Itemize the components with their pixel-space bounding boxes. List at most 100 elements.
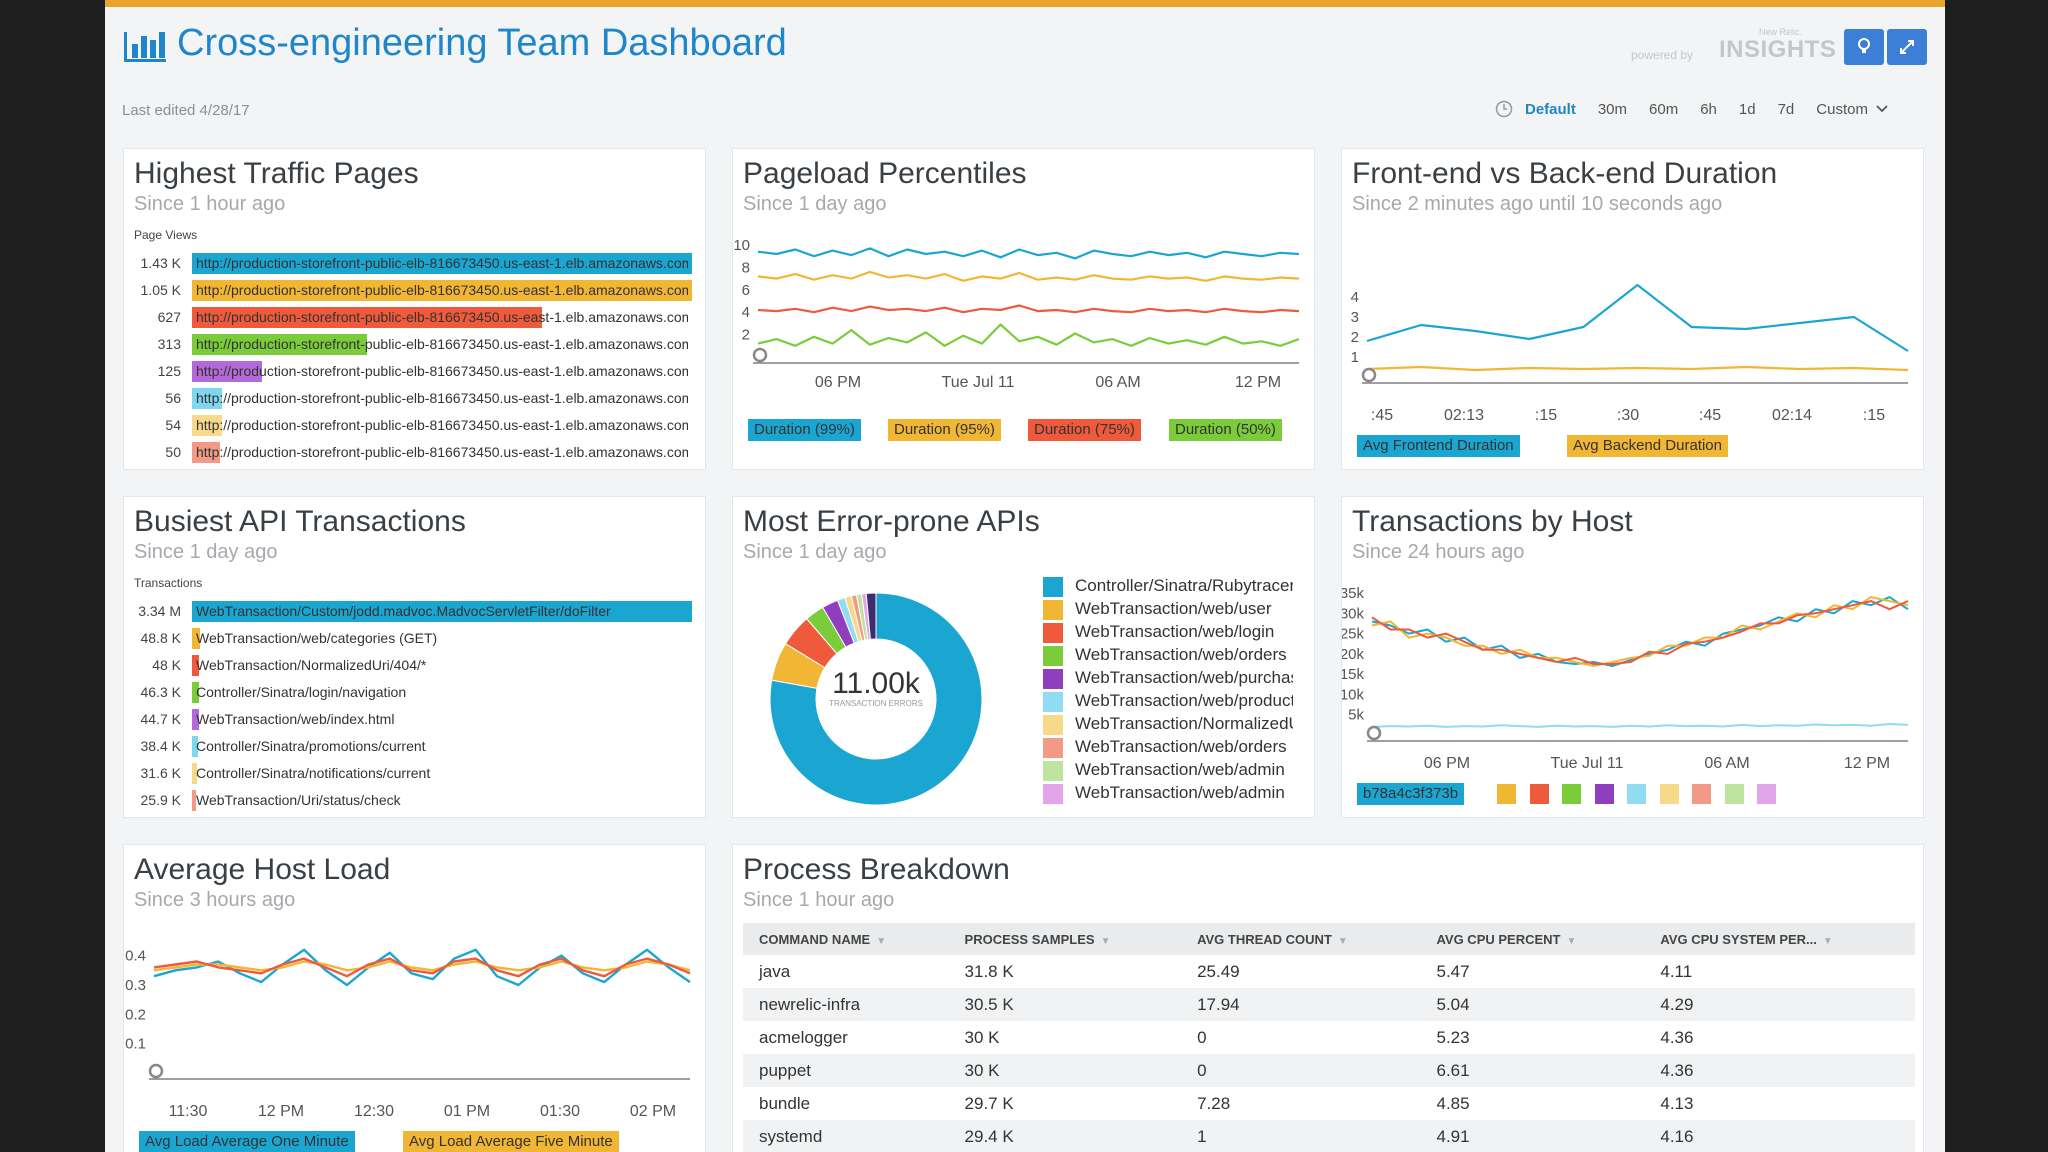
expand-icon [1900,40,1914,54]
column-header[interactable]: AVG THREAD COUNT ▼ [1181,923,1421,955]
top-accent-bar [105,0,1945,7]
chevron-down-icon[interactable] [1876,105,1888,113]
column-header[interactable]: AVG CPU PERCENT ▼ [1420,923,1645,955]
bar-row[interactable]: 44.7 K WebTransaction/web/index.html [124,708,705,730]
legend-swatch[interactable] [1692,784,1711,804]
range-start-handle[interactable] [148,1063,164,1079]
time-option-6h[interactable]: 6h [1700,100,1717,118]
pie-legend-item[interactable]: WebTransaction/web/orders [1043,737,1293,758]
table-row[interactable]: java 31.8 K 25.49 5.47 4.11 [743,955,1915,988]
bar-row[interactable]: 48 K WebTransaction/NormalizedUri/404/* [124,654,705,676]
bar-row[interactable]: 1.05 K http://production-storefront-publi… [124,279,705,301]
pie-legend-item[interactable]: WebTransaction/web/user [1043,599,1293,620]
widget-most-error-prone-apis[interactable]: Most Error-prone APIs Since 1 day ago 11… [732,496,1315,818]
legend-item[interactable]: Duration (95%) [888,419,1001,441]
legend-item[interactable]: Duration (50%) [1169,419,1282,441]
expand-button[interactable] [1887,29,1927,65]
bar-row[interactable]: 56 http://production-storefront-public-el… [124,387,705,409]
legend-swatch[interactable] [1594,784,1614,804]
widget-busiest-api-transactions[interactable]: Busiest API Transactions Since 1 day ago… [123,496,706,818]
widget-pageload-percentiles[interactable]: Pageload Percentiles Since 1 day ago 2 4 6… [732,148,1315,470]
legend-item[interactable]: b78a4c3f373b [1357,783,1465,805]
column-header-label: AVG CPU SYSTEM PER... [1660,931,1817,947]
table-row[interactable]: bundle 29.7 K 7.28 4.85 4.13 [743,1087,1915,1120]
bar-row[interactable]: 54 http://production-storefront-public-el… [124,414,705,436]
legend-item[interactable]: Avg Frontend Duration [1357,435,1520,457]
widget-highest-traffic-pages[interactable]: Highest Traffic Pages Since 1 hour ago P… [123,148,706,470]
bar-row[interactable]: 313 http://production-storefront-public-e… [124,333,705,355]
legend-swatch[interactable] [1529,784,1549,804]
column-header[interactable]: AVG CPU SYSTEM PER... ▼ [1644,923,1915,955]
range-start-handle[interactable] [752,347,768,363]
widget-transactions-by-host[interactable]: Transactions by Host Since 24 hours ago … [1341,496,1924,818]
column-header[interactable]: COMMAND NAME ▼ [743,923,949,955]
pie-legend-item[interactable]: WebTransaction/NormalizedUri [1043,714,1293,735]
table-cell: systemd [743,1120,949,1152]
pie-legend-item[interactable]: WebTransaction/web/purchase [1043,668,1293,689]
time-option-60m[interactable]: 60m [1649,100,1679,118]
time-option-30m[interactable]: 30m [1597,100,1628,118]
legend-swatch[interactable] [1627,784,1646,804]
legend-item[interactable]: Duration (99%) [748,419,861,441]
sort-caret-icon[interactable]: ▼ [1566,935,1577,947]
bar-row[interactable]: 3.34 M WebTransaction/Custom/jodd.madvoc.… [124,600,705,622]
sort-caret-icon[interactable]: ▼ [876,935,887,947]
legend-swatch[interactable] [1724,784,1744,804]
legend-item[interactable]: Avg Backend Duration [1567,435,1728,457]
bar-label: WebTransaction/Custom/jodd.madvoc.Madvoc… [196,603,611,619]
widget-process-breakdown[interactable]: Process Breakdown Since 1 hour ago COMMA… [732,844,1924,1152]
table-row[interactable]: systemd 29.4 K 1 4.91 4.16 [743,1120,1915,1152]
bar-row[interactable]: 48.8 K WebTransaction/web/categories (GET… [124,627,705,649]
legend-swatch[interactable] [1497,784,1516,804]
pie-legend-item[interactable]: WebTransaction/web/products [1043,691,1293,712]
bar-value: 627 [157,309,181,325]
bar-row[interactable]: 125 http://production-storefront-public-e… [124,360,705,382]
sort-caret-icon[interactable]: ▼ [1100,935,1111,947]
table-cell: 5.04 [1420,988,1645,1021]
sort-caret-icon[interactable]: ▼ [1337,935,1348,947]
bar-row[interactable]: 46.3 K Controller/Sinatra/login/navigatio… [124,681,705,703]
bar-row[interactable]: 25.9 K WebTransaction/Uri/status/check [124,789,705,811]
widget-frontend-vs-backend[interactable]: Front-end vs Back-end Duration Since 2 m… [1341,148,1924,470]
column-header[interactable]: PROCESS SAMPLES ▼ [948,923,1182,955]
bar-label: Controller/Sinatra/login/navigation [196,684,407,700]
bar-row[interactable]: 1.43 K http://production-storefront-publi… [124,252,705,274]
donut-slice[interactable] [769,592,983,806]
widget-subtitle: Since 1 day ago [743,541,887,563]
range-start-handle[interactable] [1361,367,1377,383]
bar-row[interactable]: 627 http://production-storefront-public-e… [124,306,705,328]
time-option-default[interactable]: Default [1525,100,1576,118]
sort-caret-icon[interactable]: ▼ [1822,935,1833,947]
table-row[interactable]: newrelic-infra 30.5 K 17.94 5.04 4.29 [743,988,1915,1021]
time-option-7d[interactable]: 7d [1777,100,1795,118]
pie-legend-item[interactable]: WebTransaction/web/login [1043,622,1293,643]
pie-legend-item[interactable]: Controller/Sinatra/Rubytracer [1043,576,1293,597]
time-option-custom[interactable]: Custom [1816,100,1868,118]
legend-swatch[interactable] [1659,784,1679,804]
legend-item[interactable]: Avg Load Average One Minute [139,1131,355,1152]
pie-legend-item[interactable]: WebTransaction/web/admin [1043,760,1293,781]
bar-row[interactable]: 38.4 K Controller/Sinatra/promotions/curr… [124,735,705,757]
table-row[interactable]: acmelogger 30 K 0 5.23 4.36 [743,1021,1915,1054]
table-row[interactable]: puppet 30 K 0 6.61 4.36 [743,1054,1915,1087]
bar-row[interactable]: 50 http://production-storefront-public-el… [124,441,705,463]
bulb-button[interactable] [1844,29,1884,65]
legend-swatch[interactable] [1757,784,1776,804]
table-cell: 25.49 [1197,961,1240,981]
bar-fill [192,253,692,274]
legend-swatch [1043,599,1063,620]
legend-item[interactable]: Avg Load Average Five Minute [403,1131,619,1152]
range-start-handle[interactable] [1366,725,1382,741]
table-cell: 4.29 [1644,988,1915,1021]
pie-legend-item[interactable]: WebTransaction/web/admin [1043,783,1293,804]
time-option-1d[interactable]: 1d [1738,100,1756,118]
pie-legend-item[interactable]: WebTransaction/web/orders [1043,645,1293,666]
series-line [1371,723,1909,728]
bar-label: http://production-storefront-public-elb-… [196,363,688,379]
bar-row[interactable]: 31.6 K Controller/Sinatra/notifications/c… [124,762,705,784]
legend-swatch [1043,783,1063,804]
bar-label: Controller/Sinatra/promotions/current [196,738,426,754]
legend-item[interactable]: Duration (75%) [1028,419,1141,441]
widget-average-host-load[interactable]: Average Host Load Since 3 hours ago 0.1 0… [123,844,706,1152]
legend-swatch[interactable] [1562,784,1581,804]
